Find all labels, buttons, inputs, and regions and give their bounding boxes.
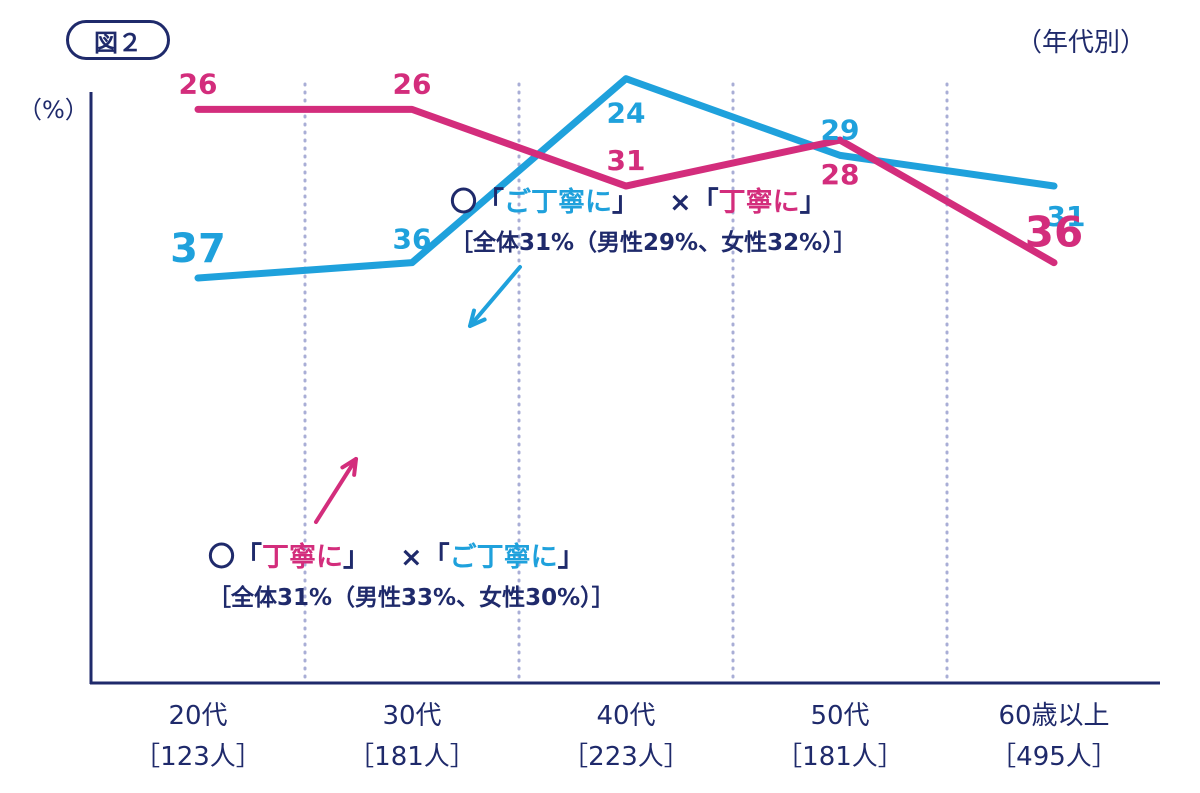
x-tick-count: ［123人］: [134, 742, 262, 772]
bracket-close: 」: [799, 187, 827, 218]
rejected-expression: ご丁寧に: [449, 542, 558, 573]
bracket-open: 「: [477, 187, 504, 218]
data-label-pink: 36: [1025, 208, 1083, 257]
figure-number: 図２: [94, 28, 142, 57]
data-label-blue: 36: [393, 223, 432, 256]
bracket-open: 「: [422, 542, 450, 573]
bracket-close: 」: [612, 187, 639, 218]
data-label-pink: 26: [393, 67, 432, 100]
x-tick-label: 20代: [168, 701, 227, 731]
data-label-blue: 24: [607, 97, 646, 130]
circle-mark: 〇: [450, 187, 477, 218]
data-label-blue: 29: [821, 113, 860, 146]
annotation-pink-series: 〇「丁寧に」 ×「ご丁寧に」 ［全体31%（男性33%、女性30%）］: [208, 535, 615, 612]
bracket-close: 」: [557, 542, 585, 573]
series-line-pink: [194, 105, 1058, 267]
x-tick-label: 50代: [810, 701, 869, 731]
data-label-pink: 26: [179, 67, 218, 100]
data-label-blue: 31: [1047, 200, 1086, 233]
series-line-blue: [194, 75, 1058, 282]
arrow-to-blue-line: [468, 265, 522, 328]
x-tick-label: 40代: [596, 701, 655, 731]
annotation-blue-series: 〇「ご丁寧に」 ×「丁寧に」 ［全体31%（男性29%、女性32%）］: [450, 180, 857, 257]
annotation-blue-stats: ［全体31%（男性29%、女性32%）］: [450, 230, 857, 256]
figure-number-badge: 図２: [66, 20, 170, 60]
preferred-expression: ご丁寧に: [504, 187, 612, 218]
chart-category-note: （年代別）: [1015, 28, 1146, 58]
x-tick-count: ［181人］: [776, 742, 904, 772]
bracket-open: 「: [691, 187, 719, 218]
bracket-close: 」: [343, 542, 370, 573]
x-tick-count: ［495人］: [990, 742, 1118, 772]
x-tick-count: ［223人］: [562, 742, 690, 772]
cross-mark: ×: [669, 187, 692, 218]
preferred-expression: 丁寧に: [262, 542, 343, 573]
rejected-expression: 丁寧に: [718, 187, 800, 218]
data-label-pink: 28: [821, 158, 860, 191]
bracket-open: 「: [235, 542, 262, 573]
arrow-to-pink-line: [314, 457, 358, 524]
data-label-pink: 31: [607, 144, 646, 177]
y-axis-unit: （%）: [18, 96, 89, 124]
data-label-blue: 37: [170, 226, 226, 272]
circle-mark: 〇: [208, 542, 235, 573]
x-tick-count: ［181人］: [348, 742, 476, 772]
x-tick-label: 30代: [382, 701, 441, 731]
x-tick-label: 60歳以上: [998, 701, 1109, 731]
annotation-pink-stats: ［全体31%（男性33%、女性30%）］: [208, 585, 615, 611]
cross-mark: ×: [400, 542, 423, 573]
